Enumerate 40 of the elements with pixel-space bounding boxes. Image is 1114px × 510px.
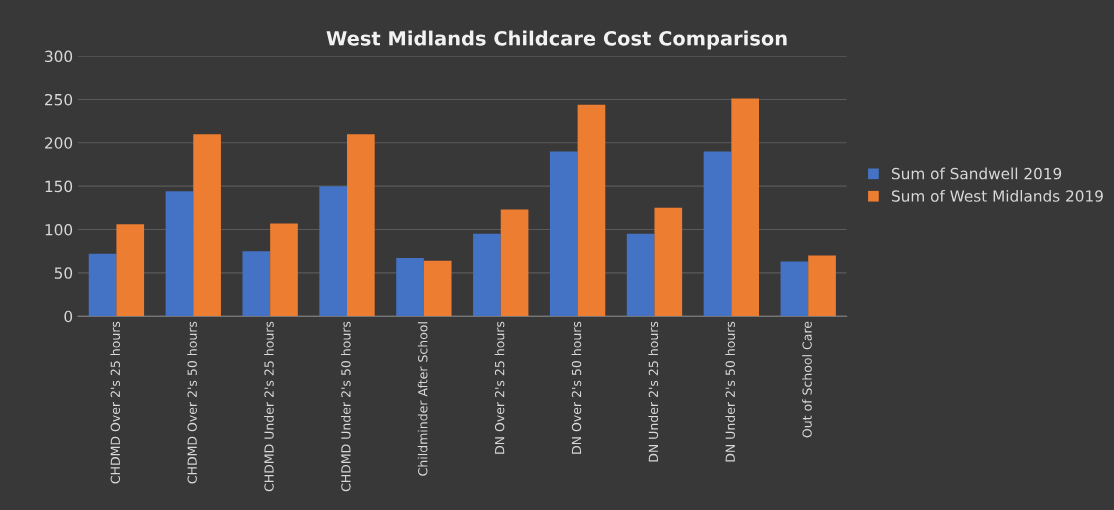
y-tick-label: 300 <box>45 50 73 63</box>
x-tick-label: Out of School Care <box>802 321 812 438</box>
bar <box>731 98 760 317</box>
bar <box>626 233 655 317</box>
y-tick-label: 100 <box>45 223 73 236</box>
bar <box>396 258 424 317</box>
x-tick-label: CHDMD Under 2's 50 hours <box>340 321 351 492</box>
bar <box>473 233 501 317</box>
x-tick-label: DN Over 2's 25 hours <box>494 321 505 454</box>
bar <box>423 260 452 317</box>
bar <box>654 207 683 317</box>
legend-label: Sum of West Midlands 2019 <box>892 189 1103 202</box>
bar <box>193 134 221 317</box>
bar <box>780 261 809 317</box>
y-tick-label: 150 <box>45 180 73 193</box>
bar <box>500 209 529 317</box>
x-tick-label: DN Under 2's 50 hours <box>725 321 735 462</box>
x-tick-label: CHDMD Under 2's 25 hours <box>264 321 274 492</box>
x-tick-label: Childminder After School <box>417 322 428 476</box>
bar <box>577 104 606 317</box>
chart-title: West Midlands Childcare Cost Comparison <box>326 30 787 50</box>
y-tick-label: 0 <box>64 310 73 323</box>
bar <box>347 134 375 317</box>
bar <box>319 186 348 317</box>
y-tick-label: 250 <box>45 93 73 106</box>
bar <box>116 224 145 317</box>
legend-label: Sum of Sandwell 2019 <box>892 167 1062 180</box>
bar <box>242 251 271 317</box>
bar <box>88 253 117 317</box>
bar <box>703 151 732 317</box>
x-tick-label: DN Over 2's 50 hours <box>571 321 582 454</box>
x-tick-label: CHDMD Over 2's 50 hours <box>187 321 197 484</box>
bar <box>270 223 298 317</box>
y-tick-label: 200 <box>45 137 73 149</box>
x-tick-label: CHDMD Over 2's 25 hours <box>110 321 121 484</box>
y-tick-label: 50 <box>54 267 73 279</box>
bar <box>808 255 836 317</box>
bar <box>549 151 578 317</box>
bar <box>165 191 194 317</box>
x-tick-label: DN Under 2's 25 hours <box>648 321 659 462</box>
